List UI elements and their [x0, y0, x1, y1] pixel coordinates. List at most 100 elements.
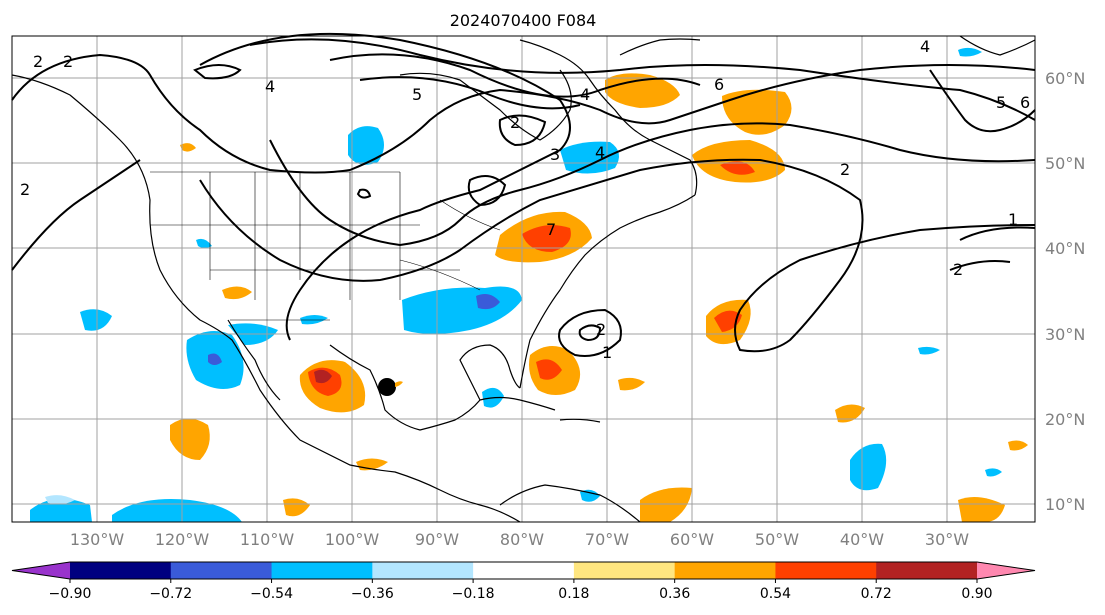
warm-anomaly-strong — [536, 359, 562, 380]
cold-anomaly — [985, 468, 1002, 477]
contour-label: 2 — [840, 160, 850, 179]
lon-label: 60°W — [670, 530, 714, 549]
cold-anomaly — [850, 443, 887, 491]
colorbar-tick-label: −0.90 — [49, 586, 92, 602]
lon-label: 80°W — [500, 530, 544, 549]
lat-label: 60°N — [1045, 69, 1085, 88]
lat-label: 50°N — [1045, 154, 1085, 173]
contour-label: 2 — [953, 260, 963, 279]
cold-anomaly — [560, 141, 619, 174]
contour-label: 1 — [1008, 210, 1018, 229]
labrador — [619, 38, 701, 56]
colorbar: −0.90 −0.72 −0.54 −0.36 −0.18 0.18 0.36 0.54 0.7… — [11, 561, 1036, 602]
colorbar-tick-label: −0.36 — [351, 586, 394, 602]
canada-east-coast — [519, 39, 698, 196]
pacific-coast — [11, 74, 521, 523]
storm-track-tick — [395, 381, 403, 387]
map-area: 2 2 2 4 5 4 6 2 3 4 2 1 2 2 1 5 6 4 7 — [11, 32, 1036, 523]
baja-peninsula — [227, 319, 281, 401]
colorbar-extend-low — [12, 562, 70, 579]
contour-label: 4 — [920, 37, 930, 56]
cold-anomaly-strong — [208, 353, 222, 365]
cold-anomaly — [918, 346, 940, 355]
colorbar-bin — [473, 562, 575, 579]
contour-label: 2 — [510, 113, 520, 132]
cold-anomaly-weak — [45, 495, 75, 505]
contour-label: 5 — [996, 93, 1006, 112]
cold-anomaly — [112, 499, 242, 522]
warm-anomaly-strong — [720, 161, 755, 175]
coastlines — [11, 35, 1036, 523]
contours — [11, 32, 1036, 357]
map-title: 2024070400 F084 — [450, 11, 597, 30]
warm-anomaly — [958, 496, 1005, 522]
contour-label: 3 — [550, 145, 560, 164]
colorbar-bin — [70, 562, 172, 579]
graticule — [12, 36, 1035, 522]
colorbar-bin — [674, 562, 776, 579]
contour-label: 4 — [265, 77, 275, 96]
warm-anomaly — [283, 498, 310, 517]
colorbar-bin — [372, 562, 474, 579]
lat-label: 30°N — [1045, 325, 1085, 344]
colorbar-tick-label: 0.18 — [558, 586, 589, 602]
lat-label: 10°N — [1045, 495, 1085, 514]
colorbar-bin — [775, 562, 877, 579]
lon-label: 70°W — [585, 530, 629, 549]
colorbar-extend-high — [977, 562, 1035, 579]
lon-label: 130°W — [70, 530, 125, 549]
cold-anomaly — [80, 309, 112, 331]
latitude-labels: 60°N 50°N 40°N 30°N 20°N 10°N — [1045, 69, 1085, 514]
hispaniola — [559, 418, 601, 423]
colorbar-tick-label: 0.90 — [961, 586, 992, 602]
map-frame — [11, 35, 1036, 523]
lon-label: 100°W — [325, 530, 380, 549]
warm-anomaly — [605, 73, 680, 108]
contour-label: 2 — [20, 180, 30, 199]
contour-label: 2 — [33, 52, 43, 71]
contour-label: 5 — [412, 85, 422, 104]
lon-label: 30°W — [925, 530, 969, 549]
warm-anomaly — [170, 418, 210, 460]
colorbar-tick-label: −0.54 — [250, 586, 293, 602]
gulf-coast-west — [329, 344, 481, 431]
colorbar-bin — [271, 562, 373, 579]
cold-anomaly — [348, 126, 384, 165]
contour-label: 7 — [546, 220, 556, 239]
contour-label: 4 — [580, 85, 590, 104]
contour-label: 2 — [63, 52, 73, 71]
contour-label: 6 — [714, 75, 724, 94]
colorbar-tick-label: −0.72 — [149, 586, 192, 602]
contour-label: 1 — [602, 343, 612, 362]
colorbar-tick-label: 0.72 — [861, 586, 892, 602]
greenland-coast — [959, 35, 1036, 56]
lon-label: 120°W — [155, 530, 210, 549]
colorbar-bin — [573, 562, 676, 579]
cold-anomaly — [580, 489, 600, 502]
warm-anomaly-strongest — [314, 369, 332, 384]
contour-labels: 2 2 2 4 5 4 6 2 3 4 2 1 2 2 1 5 6 4 7 — [20, 37, 1030, 362]
atlantic-coast — [519, 194, 696, 389]
gulf-coast-florida — [459, 344, 521, 401]
warm-anomaly — [618, 377, 645, 391]
lon-label: 90°W — [415, 530, 459, 549]
lon-label: 110°W — [240, 530, 295, 549]
cold-anomaly — [958, 47, 982, 57]
colorbar-tick-label: −0.18 — [452, 586, 495, 602]
warm-anomaly — [222, 286, 252, 300]
colorbar-tick-label: 0.36 — [659, 586, 690, 602]
lon-label: 40°W — [840, 530, 884, 549]
longitude-labels: 130°W 120°W 110°W 100°W 90°W 80°W 70°W 6… — [70, 530, 969, 549]
cold-anomaly-strong — [476, 294, 500, 310]
colorbar-bin — [170, 562, 273, 579]
warm-anomaly-strong — [522, 225, 571, 252]
warm-anomaly — [180, 143, 196, 152]
warm-anomaly — [1008, 440, 1028, 451]
colorbar-tick-label: 0.54 — [760, 586, 791, 602]
cold-anomaly — [196, 238, 212, 248]
warm-anomaly — [835, 404, 865, 423]
warm-anomaly — [640, 487, 692, 522]
storm-center-marker — [378, 378, 396, 396]
contour-label: 4 — [595, 143, 605, 162]
